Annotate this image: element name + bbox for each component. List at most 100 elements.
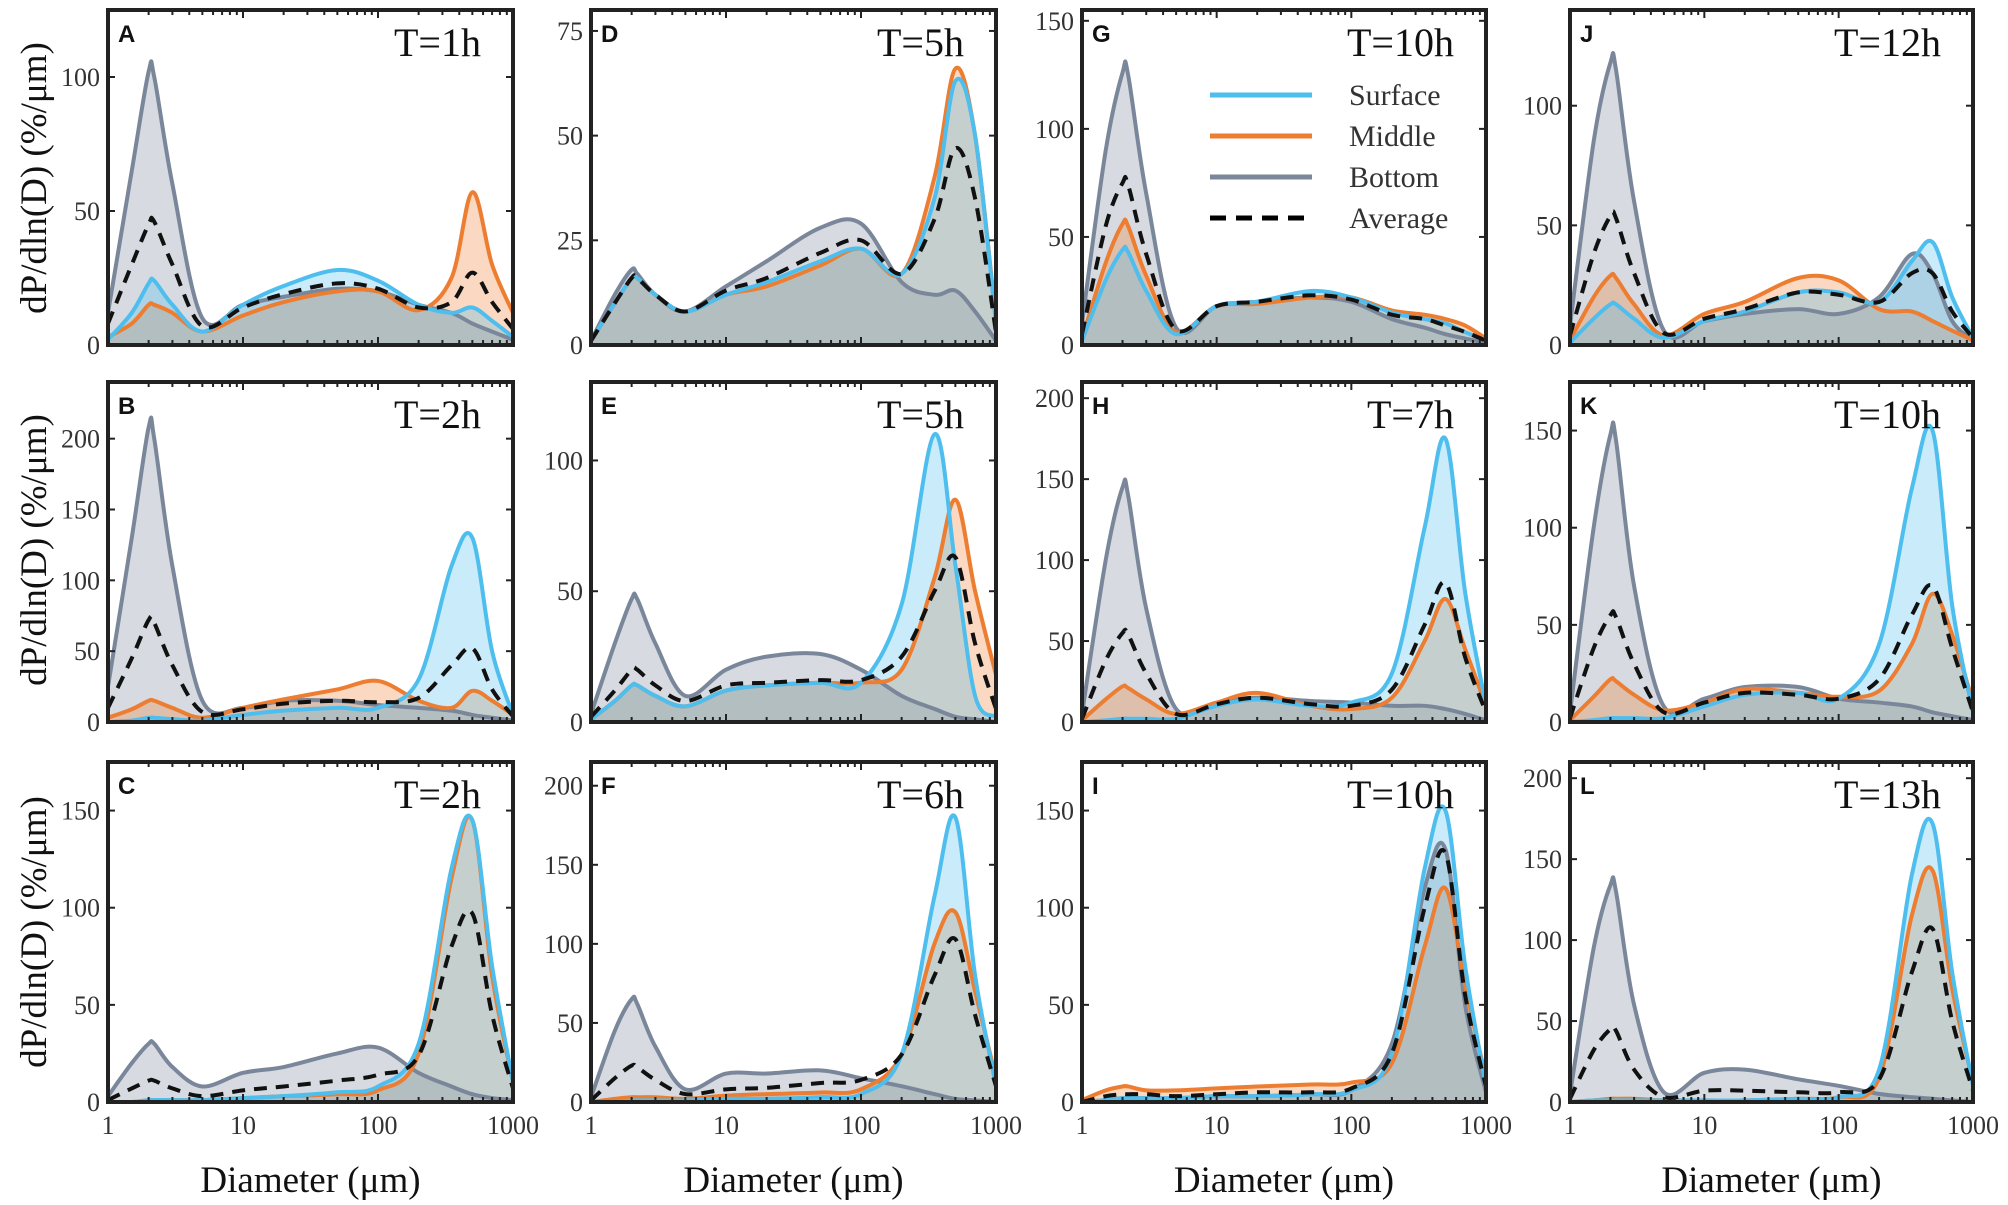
panel-g: 0 50 100 150 G T=10h <box>1035 7 1488 360</box>
y-tick-label: 200 <box>1035 384 1074 413</box>
line-average <box>1570 583 1973 719</box>
panel-letter: E <box>601 393 617 420</box>
y-axis-label: dP/dln(D) (%/μm) <box>14 796 55 1068</box>
y-tick-label: 150 <box>1035 465 1074 494</box>
y-tick-label: 0 <box>1061 708 1074 737</box>
y-tick-label: 100 <box>1035 115 1074 144</box>
panel-time-label: T=5h <box>877 20 964 65</box>
y-tick-label: 50 <box>1536 611 1562 640</box>
line-surface <box>108 267 513 341</box>
line-middle <box>1570 591 1973 722</box>
y-tick-label: 0 <box>1061 1088 1074 1117</box>
legend-label-middle: Middle <box>1349 120 1436 153</box>
axes-frame <box>589 380 998 724</box>
y-tick-label: 150 <box>1035 7 1074 36</box>
line-middle <box>1082 596 1486 722</box>
y-tick-label: 50 <box>1048 991 1074 1020</box>
axes-frame <box>589 8 998 347</box>
panel-time-label: T=10h <box>1834 392 1941 437</box>
axes-frame <box>1568 380 1975 724</box>
area-bottom <box>1082 842 1486 1102</box>
x-tick-label: 100 <box>842 1111 881 1140</box>
x-tick-label: 10 <box>230 1111 256 1140</box>
area-middle <box>591 67 996 345</box>
y-tick-label: 25 <box>557 226 583 255</box>
panel-time-label: T=2h <box>394 772 481 817</box>
y-tick-label: 50 <box>1048 627 1074 656</box>
panel-e: 0 50 100 E T=5h <box>544 380 998 737</box>
panel-b: 0 50 100 150 200 B T=2h <box>61 380 515 737</box>
plot-area <box>108 813 513 1102</box>
area-surface <box>591 78 996 345</box>
y-tick-label: 150 <box>1523 845 1562 874</box>
panel-l: 0 50 100 150 200 1 10 100 1000 L T=13h <box>1523 760 1999 1140</box>
axes-frame <box>1080 760 1488 1104</box>
area-middle <box>1570 593 1973 722</box>
plot-area <box>108 59 513 345</box>
y-tick-label: 0 <box>570 1088 583 1117</box>
y-tick-label: 100 <box>61 894 100 923</box>
line-middle <box>591 908 996 1102</box>
panel-time-label: T=2h <box>394 392 481 437</box>
y-tick-label: 50 <box>557 1009 583 1038</box>
panel-f: 0 50 100 150 200 1 10 100 1000 F T=6h <box>544 760 1022 1140</box>
y-axis-label: dP/dln(D) (%/μm) <box>14 42 55 314</box>
area-middle <box>1082 887 1486 1102</box>
plot-area <box>591 65 996 345</box>
line-average <box>108 215 513 331</box>
y-tick-label: 100 <box>61 566 100 595</box>
y-tick-label: 100 <box>1523 92 1562 121</box>
area-bottom <box>1082 61 1486 345</box>
plot-area <box>1570 816 1973 1102</box>
panel-letter: D <box>601 21 618 48</box>
y-tick-label: 50 <box>74 991 100 1020</box>
area-middle <box>108 816 513 1102</box>
line-middle <box>108 190 513 339</box>
line-bottom <box>1082 477 1486 722</box>
panel-letter: H <box>1092 393 1109 420</box>
panel-c: 0 50 100 150 1 10 100 1000 C T=2h <box>61 760 539 1140</box>
axes-frame <box>1568 760 1975 1104</box>
x-tick-label: 10 <box>1691 1111 1717 1140</box>
y-tick-label: 200 <box>61 425 100 454</box>
area-bottom <box>591 996 996 1102</box>
panel-d: 0 25 50 75 D T=5h <box>557 8 998 360</box>
area-surface <box>108 269 513 345</box>
panel-letter: J <box>1580 21 1593 48</box>
line-average <box>591 146 996 342</box>
panel-letter: L <box>1580 773 1595 800</box>
area-surface <box>1082 806 1486 1102</box>
y-tick-label: 0 <box>570 331 583 360</box>
panel-time-label: T=1h <box>394 20 481 65</box>
y-tick-label: 100 <box>544 930 583 959</box>
x-axis-label: Diameter (μm) <box>1174 1160 1394 1201</box>
axes-frame <box>589 760 998 1104</box>
area-bottom <box>108 417 513 722</box>
area-bottom <box>591 219 996 345</box>
line-middle <box>1570 271 1973 343</box>
y-tick-label: 50 <box>1536 1007 1562 1036</box>
y-tick-label: 0 <box>1549 708 1562 737</box>
axes-frame <box>106 380 515 724</box>
plot-area <box>1570 420 1973 722</box>
y-tick-label: 0 <box>570 708 583 737</box>
line-average <box>591 936 996 1102</box>
area-surface <box>1082 437 1486 722</box>
x-tick-label: 10 <box>713 1111 739 1140</box>
y-tick-label: 50 <box>557 122 583 151</box>
y-tick-label: 100 <box>61 63 100 92</box>
line-average <box>1570 925 1973 1100</box>
line-surface <box>108 813 513 1102</box>
y-tick-label: 0 <box>87 708 100 737</box>
area-surface <box>1570 818 1973 1102</box>
y-tick-label: 50 <box>74 197 100 226</box>
panel-time-label: T=12h <box>1834 20 1941 65</box>
line-surface <box>1570 238 1973 345</box>
area-surface <box>1570 240 1973 345</box>
line-middle <box>1082 217 1486 341</box>
panel-time-label: T=13h <box>1834 772 1941 817</box>
x-axis-label: Diameter (μm) <box>1661 1160 1881 1201</box>
y-tick-label: 200 <box>544 772 583 801</box>
panel-time-label: T=7h <box>1367 392 1454 437</box>
